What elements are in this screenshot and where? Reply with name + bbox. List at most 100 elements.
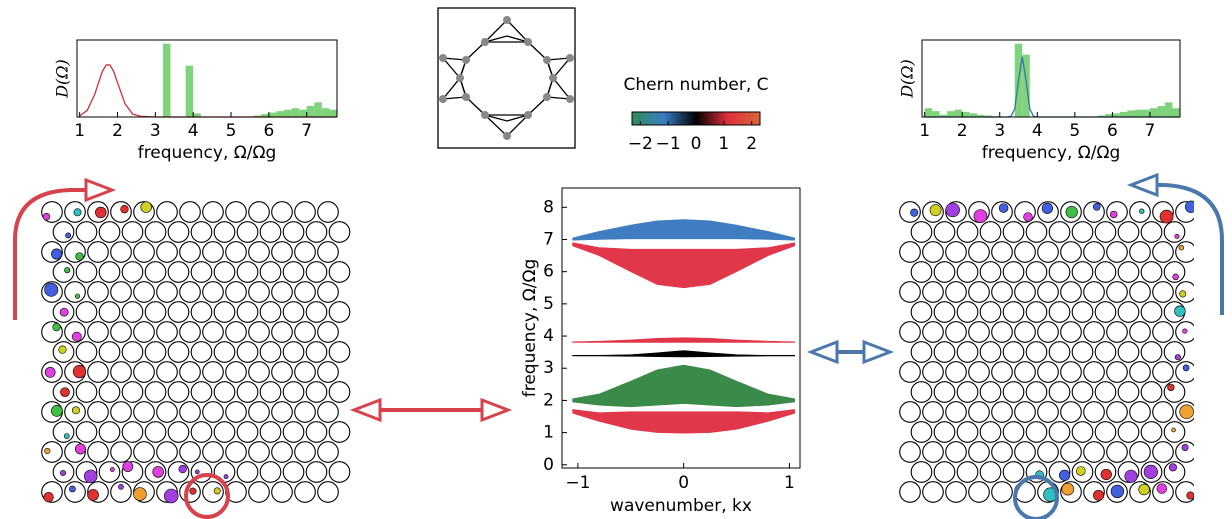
edge-amplitude — [72, 332, 81, 341]
edge-amplitude — [1139, 484, 1150, 495]
figure: 1234567frequency, Ω/ΩgD(Ω)1234567frequen… — [0, 0, 1232, 519]
lattice-site — [1061, 282, 1082, 303]
lattice-site — [122, 342, 143, 363]
lattice-site — [180, 282, 201, 303]
lattice-site — [934, 382, 955, 403]
edge-amplitude — [190, 488, 196, 494]
lattice-site — [249, 442, 270, 463]
y-tick-label: 5 — [543, 294, 554, 314]
lattice-site — [191, 302, 212, 323]
histogram-bar — [314, 102, 322, 117]
edge-amplitude — [110, 467, 114, 471]
lattice-site — [1049, 262, 1070, 283]
lattice-site — [934, 302, 955, 323]
lattice-site — [145, 422, 166, 443]
x-tick-label: 7 — [1145, 121, 1156, 141]
lattice-site — [329, 302, 350, 323]
lattice-site — [111, 442, 132, 463]
lattice-site — [957, 262, 978, 283]
edge-amplitude — [214, 488, 220, 494]
lattice-site — [214, 262, 235, 283]
x-tick-label: 7 — [301, 121, 312, 141]
lattice-site — [329, 422, 350, 443]
lattice-site — [180, 242, 201, 263]
lattice-site — [99, 262, 120, 283]
lattice-site — [1107, 442, 1128, 463]
histogram-bar — [1142, 110, 1150, 117]
edge-amplitude — [1101, 469, 1112, 480]
edge-amplitude — [44, 492, 54, 502]
lattice-site — [1026, 222, 1047, 243]
lattice-site — [191, 422, 212, 443]
lattice-site — [980, 222, 1001, 243]
lattice-site — [226, 242, 247, 263]
lattice-site — [1141, 222, 1162, 243]
lattice-site — [1003, 382, 1024, 403]
lattice-site — [1072, 222, 1093, 243]
y-tick-label: 1 — [543, 423, 554, 443]
lattice-site — [1141, 422, 1162, 443]
band — [573, 409, 795, 433]
lattice-site — [1095, 342, 1116, 363]
lattice-site — [1107, 242, 1128, 263]
x-tick-label: 5 — [226, 121, 237, 141]
edge-amplitude — [84, 470, 97, 483]
edge-amplitude — [60, 388, 69, 397]
lattice-site — [283, 342, 304, 363]
edge-amplitude — [59, 346, 67, 354]
edge-amplitude — [1185, 201, 1197, 213]
lattice-site — [203, 282, 224, 303]
lattice-site — [122, 302, 143, 323]
lattice-site — [76, 222, 97, 243]
colorbar-tick-label: 2 — [746, 134, 757, 154]
lattice-site — [295, 202, 316, 223]
colorbar-tick-label: 1 — [718, 134, 729, 154]
lattice-site — [295, 362, 316, 383]
lattice-site — [214, 342, 235, 363]
histogram-bar — [269, 113, 277, 117]
lattice-site — [145, 262, 166, 283]
histogram-bar — [307, 106, 315, 117]
edge-amplitude — [75, 294, 80, 299]
edge-amplitude — [195, 470, 199, 474]
band — [573, 220, 795, 241]
x-tick-label: 6 — [263, 121, 274, 141]
lattice-site — [1049, 382, 1070, 403]
lattice-site — [203, 442, 224, 463]
lattice-site — [76, 262, 97, 283]
lattice-site — [145, 342, 166, 363]
lattice-site — [900, 442, 921, 463]
edge-amplitude — [75, 444, 85, 454]
lattice-site — [1130, 282, 1151, 303]
lattice-site — [992, 362, 1013, 383]
lattice-site — [306, 382, 327, 403]
histogram-bar — [322, 108, 330, 117]
lattice-site — [911, 222, 932, 243]
plot-frame — [922, 40, 1180, 117]
lattice-site — [318, 242, 339, 263]
lattice-site — [1038, 362, 1059, 383]
lattice-site — [111, 322, 132, 343]
edge-amplitude — [153, 466, 164, 477]
lattice-site — [260, 262, 281, 283]
lattice-site — [1015, 282, 1036, 303]
lattice-site — [329, 262, 350, 283]
lattice-site — [237, 302, 258, 323]
lattice-site — [1084, 362, 1105, 383]
edge-amplitude — [64, 267, 70, 273]
lattice-site — [272, 202, 293, 223]
x-tick-label: 0 — [678, 473, 689, 493]
lattice-site — [900, 362, 921, 383]
band — [573, 243, 795, 288]
y-tick-label: 4 — [543, 326, 554, 346]
lattice-site — [99, 302, 120, 323]
lattice-site — [992, 482, 1013, 503]
lattice-site — [272, 282, 293, 303]
lattice-site — [249, 202, 270, 223]
lattice-site — [946, 482, 967, 503]
lattice-site — [168, 422, 189, 443]
edge-amplitude — [69, 486, 75, 492]
lattice-site — [1118, 262, 1139, 283]
edge-amplitude — [1125, 470, 1137, 482]
lattice-site — [1107, 282, 1128, 303]
